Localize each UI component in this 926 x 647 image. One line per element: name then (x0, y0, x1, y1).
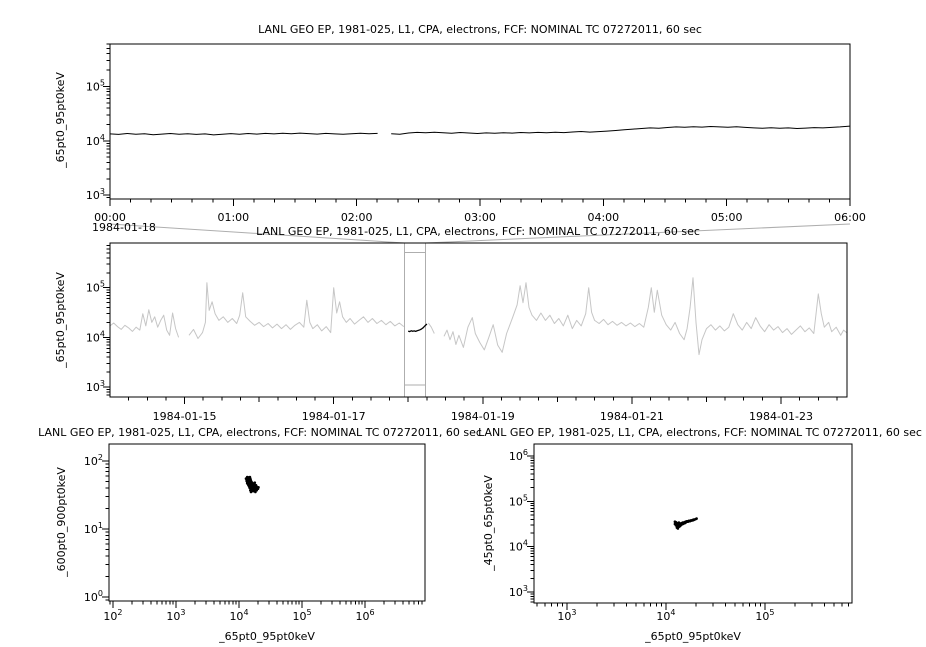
tick-label: 101 (84, 521, 103, 536)
scatter-point (680, 522, 683, 525)
tick-label: 103 (86, 379, 105, 394)
context-timeseries-series-0 (109, 277, 847, 356)
zoom-timeseries-series-0 (109, 125, 851, 136)
tick-label: 104 (656, 608, 675, 623)
scatter-45-65-x-ticks: 103 104 105 (536, 603, 850, 623)
zoom-timeseries-y-ticks: 103 104 105 (86, 43, 110, 202)
tick-label: 104 (86, 329, 105, 344)
scatter-point (695, 517, 698, 520)
ylabel-zoom-timeseries: _65pt0_95pt0keV (54, 72, 67, 168)
tick-label: 1984-01-15 (153, 410, 217, 423)
tick-label: 03:00 (464, 211, 496, 224)
tick-label: 105 (292, 608, 311, 623)
tick-label: 104 (229, 608, 248, 623)
scatter-600-900-plot-area[interactable] (108, 443, 426, 602)
tick-label: 103 (166, 608, 185, 623)
context-timeseries-series-1 (407, 323, 428, 333)
tick-label: 105 (86, 78, 105, 93)
panel-scatter-600-900: 100 101 102 102 103 104 105 106 (84, 443, 426, 623)
scatter-point (248, 480, 251, 483)
tick-label: 04:00 (587, 211, 619, 224)
tick-label: 1984-01-19 (451, 410, 515, 423)
scatter-600-900-y-ticks: 100 101 102 (84, 453, 109, 604)
tick-label: 06:00 (834, 211, 866, 224)
title-scatter-600-900: LANL GEO EP, 1981-025, L1, CPA, electron… (38, 426, 482, 439)
tick-label: 00:00 (94, 211, 126, 224)
scatter-point (685, 520, 688, 523)
context-connector-lines (109, 223, 851, 244)
title-context-timeseries: LANL GEO EP, 1981-025, L1, CPA, electron… (256, 225, 700, 238)
scatter-point (683, 521, 686, 525)
tick-label: 1984-01-21 (600, 410, 664, 423)
tick-label: 105 (86, 280, 105, 295)
ylabel-scatter-45-65: _45pt0_65pt0keV (482, 475, 495, 571)
tick-label: 02:00 (341, 211, 373, 224)
tick-label: 105 (755, 608, 774, 623)
date-label-zoom-panel: 1984-01-18 (92, 221, 156, 234)
tick-label: 104 (509, 539, 528, 554)
context-timeseries-x-ticks: 1984-01-15 1984-01-17 1984-01-19 1984-01-21… (128, 397, 838, 423)
tick-label: 102 (103, 608, 122, 623)
tick-label: 105 (509, 493, 528, 508)
scatter-point (692, 518, 696, 522)
tick-label: 01:00 (217, 211, 249, 224)
xlabel-scatter-600-900: _65pt0_95pt0keV (219, 630, 315, 643)
scatter-point (674, 522, 678, 525)
scatter-45-65-plot-area[interactable] (533, 443, 853, 604)
scatter-point (253, 481, 257, 485)
tick-label: 103 (509, 584, 528, 599)
scatter-point (257, 486, 260, 489)
tick-label: 103 (557, 608, 576, 623)
scatter-600-900-x-ticks: 102 103 104 105 106 (103, 601, 423, 623)
tick-label: 104 (86, 133, 105, 148)
context-selection-box[interactable] (404, 243, 426, 397)
tick-mark (425, 223, 851, 244)
tick-label: 05:00 (711, 211, 743, 224)
tick-label: 1984-01-17 (302, 410, 366, 423)
zoom-timeseries-x-ticks: 00:00 01:00 02:00 03:00 04:00 05:00 06:00 (94, 199, 866, 224)
context-timeseries-plot-area[interactable] (109, 242, 848, 398)
scatter-point (254, 483, 258, 487)
scatter-45-65-points (673, 517, 698, 530)
scatter-45-65-y-ticks: 103 104 105 106 (509, 448, 534, 603)
title-zoom-timeseries: LANL GEO EP, 1981-025, L1, CPA, electron… (258, 23, 702, 36)
ylabel-context-timeseries: _65pt0_95pt0keV (54, 272, 67, 368)
title-scatter-45-65: LANL GEO EP, 1981-025, L1, CPA, electron… (478, 426, 922, 439)
tick-label: 103 (86, 187, 105, 202)
tick-label: 106 (355, 608, 374, 623)
tick-label: 102 (84, 453, 103, 468)
xlabel-scatter-45-65: _65pt0_95pt0keV (645, 630, 741, 643)
scatter-point (252, 483, 255, 487)
panel-scatter-45-65: 103 104 105 106 103 104 105 (509, 443, 853, 623)
ylabel-scatter-600-900: _600pt0_900pt0keV (55, 467, 68, 577)
tick-label: 100 (84, 589, 103, 604)
tick-mark (109, 223, 405, 244)
tick-label: 106 (509, 448, 528, 463)
zoom-timeseries-plot-area[interactable] (109, 43, 851, 200)
scatter-point (688, 519, 692, 523)
context-timeseries-y-ticks: 103 104 105 (86, 245, 110, 396)
scatter-600-900-points (244, 475, 260, 494)
tick-label: 1984-01-23 (749, 410, 813, 423)
